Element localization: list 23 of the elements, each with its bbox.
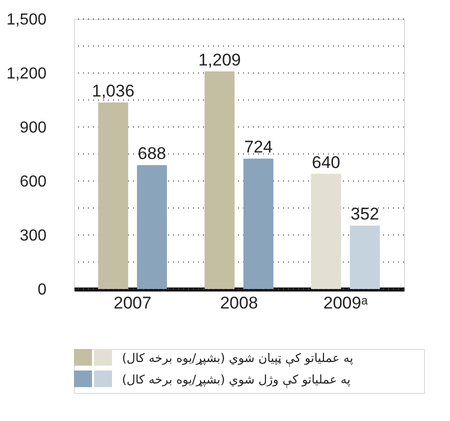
bar <box>204 71 235 289</box>
data-label: 724 <box>244 138 273 157</box>
y-tick-label: 1,200 <box>6 66 47 82</box>
bar <box>350 226 380 289</box>
bar <box>98 102 128 289</box>
data-label: 1,209 <box>198 50 241 70</box>
data-label: 352 <box>350 204 380 224</box>
bar <box>136 165 167 289</box>
y-tick-label: 300 <box>20 228 47 244</box>
y-tick-label: 0 <box>38 282 47 298</box>
data-label: 640 <box>312 152 340 172</box>
bar <box>243 158 274 289</box>
legend-label: په عملیاتو کې ټپیان شوي (بشپړ/یوه برخه کال) <box>122 350 354 367</box>
data-label: 1,036 <box>92 82 134 101</box>
y-tick-label: 600 <box>20 174 47 190</box>
x-tick-label: 2008 <box>220 294 258 312</box>
bar <box>311 174 342 289</box>
y-tick-label: 1,500 <box>6 12 47 28</box>
x-tick-label: 2007 <box>114 294 152 312</box>
x-tick-label: 2009ᵃ <box>323 294 368 312</box>
legend-label: په عملیاتو کې وژل شوي (بشپړ/یوه برخه کال) <box>122 372 350 388</box>
data-label: 688 <box>138 144 166 164</box>
y-tick-label: 900 <box>20 120 47 136</box>
